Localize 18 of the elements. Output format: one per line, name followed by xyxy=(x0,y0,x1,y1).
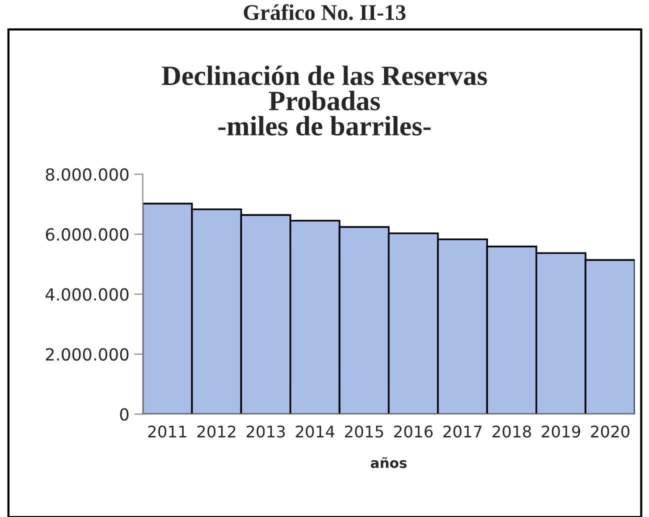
x-tick-label: 2017 xyxy=(443,426,482,438)
y-tick-label: 0 xyxy=(120,408,128,421)
y-tick-label: 8.000.000 xyxy=(46,168,128,181)
x-tick-label: 2020 xyxy=(590,426,630,438)
x-tick-label: 2016 xyxy=(394,426,433,438)
x-tick-label: 2018 xyxy=(492,426,531,438)
x-tick-label: 2012 xyxy=(197,426,236,438)
x-tick-label: 2011 xyxy=(148,426,186,438)
x-tick-label: 2019 xyxy=(542,426,580,438)
y-tick-label: 6.000.000 xyxy=(46,228,128,241)
y-tick-label: 2.000.000 xyxy=(46,348,128,361)
x-tick-label: 2013 xyxy=(246,426,285,438)
chart-title: Declinación de las Reservas Probadas -miles de barriles- xyxy=(162,66,487,136)
x-axis-title: años xyxy=(370,457,407,468)
y-tick-label: 4.000.000 xyxy=(46,288,128,301)
x-tick-label: 2015 xyxy=(345,426,384,438)
x-tick-label: 2014 xyxy=(296,426,334,438)
text: Gráfico No. II-13 xyxy=(244,4,406,20)
